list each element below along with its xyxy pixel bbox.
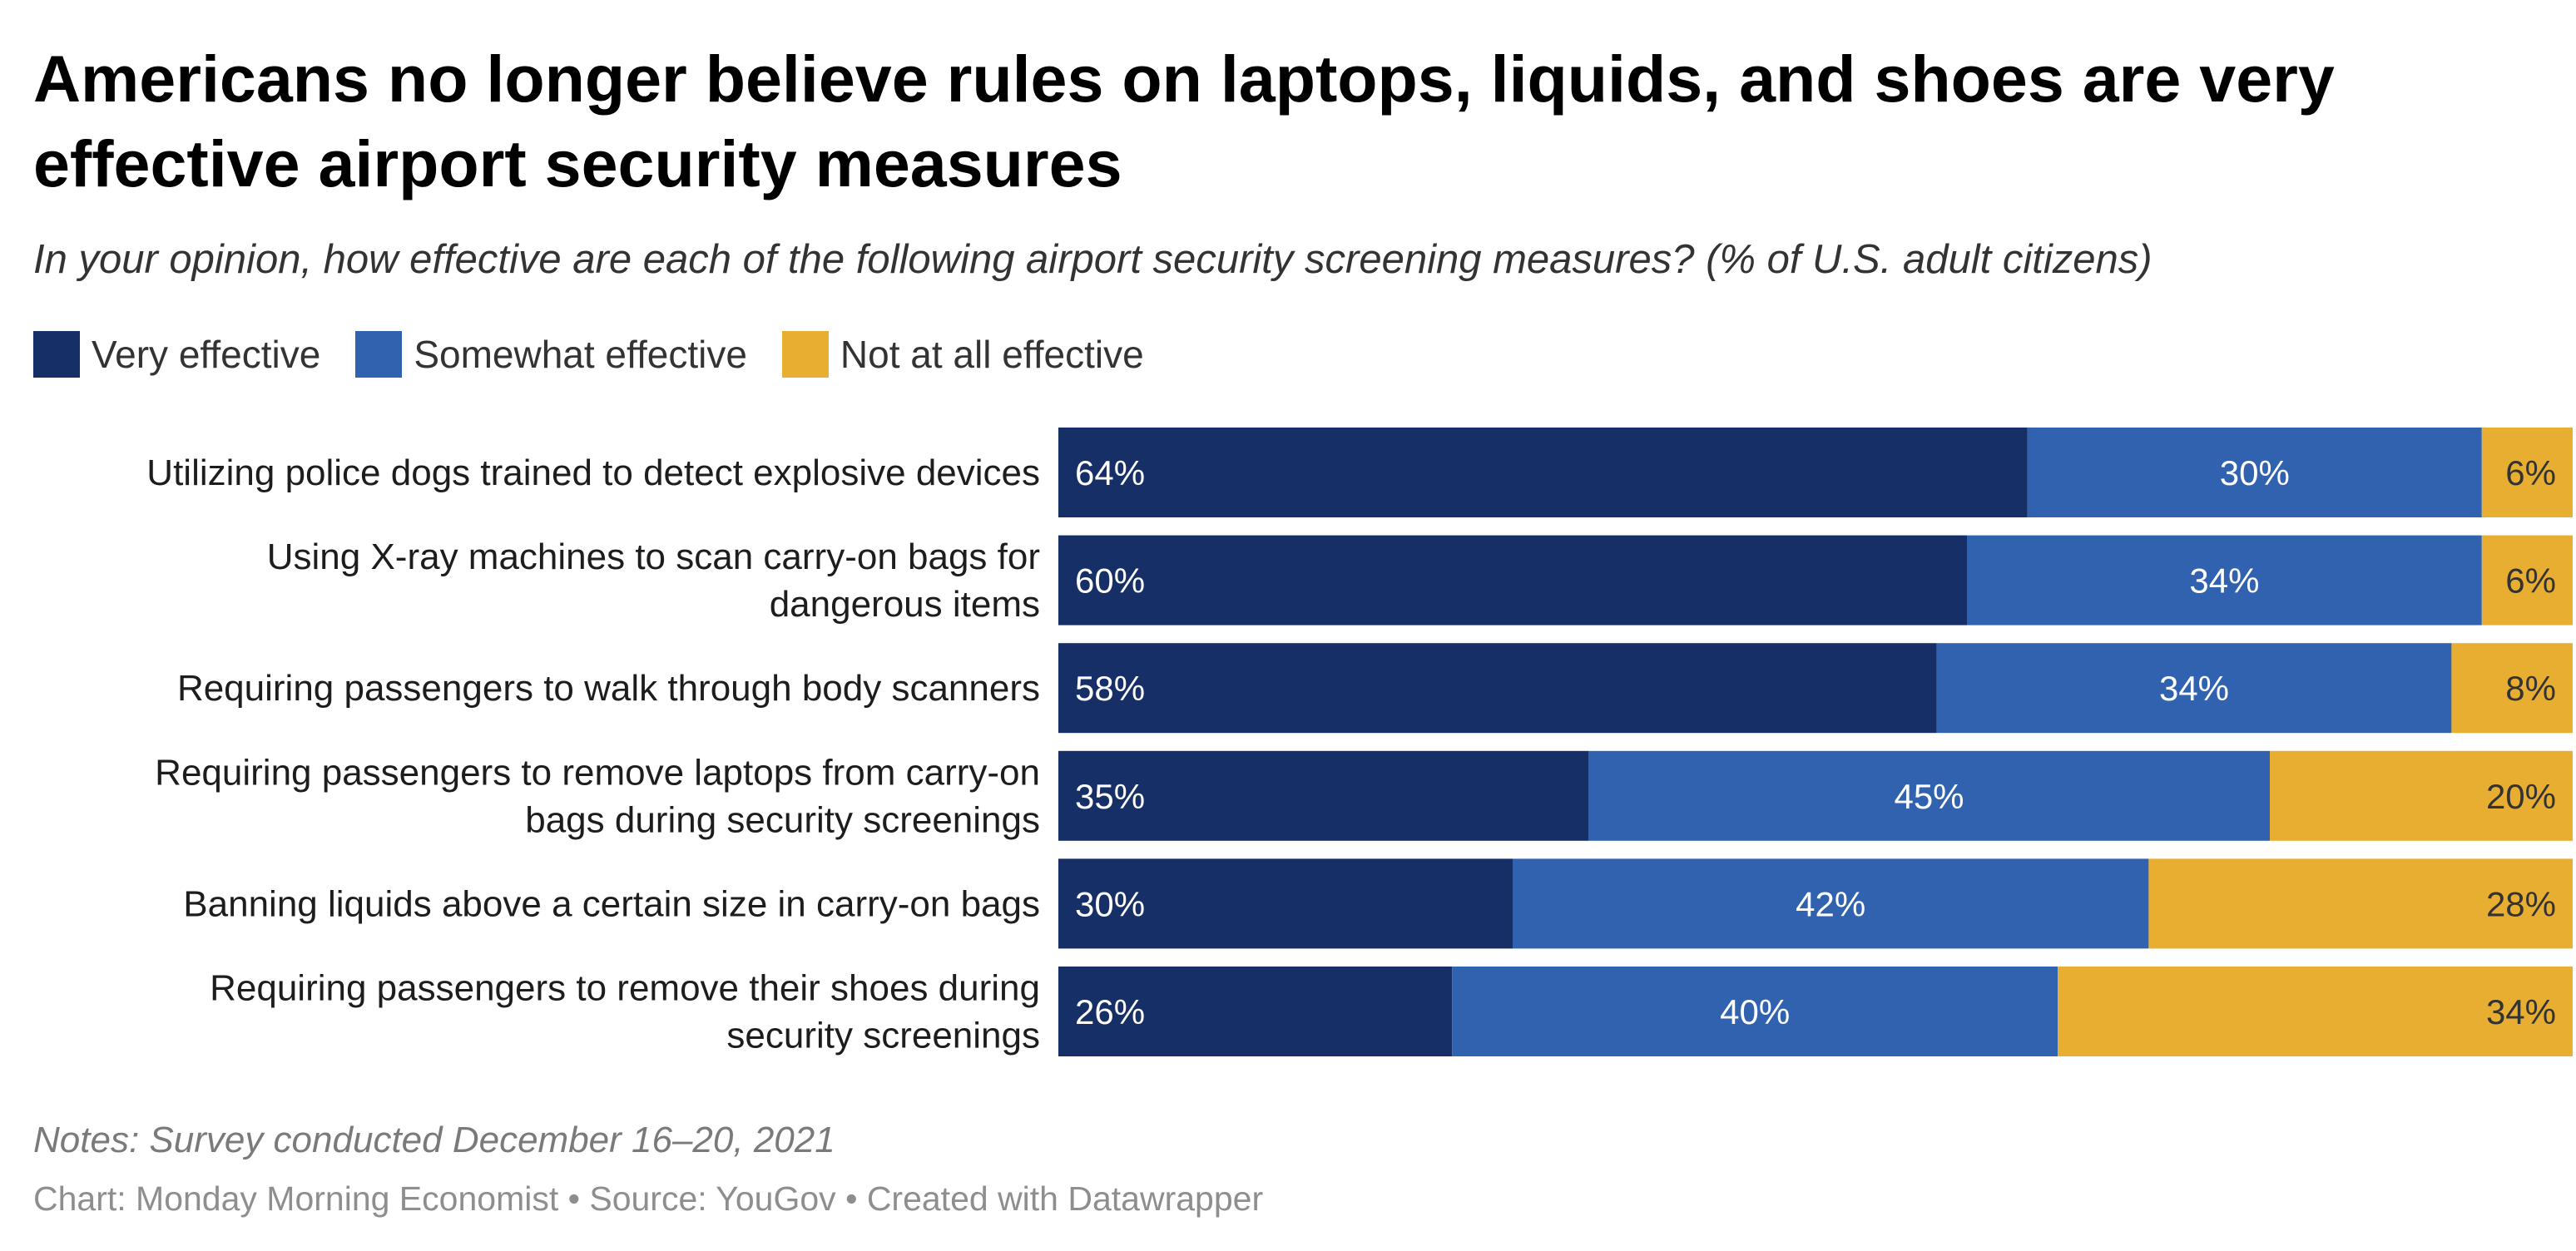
bar-segment-very-effective bbox=[1058, 643, 1937, 734]
chart-credit: Chart: Monday Morning Economist • Source… bbox=[33, 1179, 1264, 1218]
data-label-not-at-all-effective: 8% bbox=[2505, 669, 2556, 708]
data-label-very-effective: 58% bbox=[1075, 669, 1145, 708]
data-label-somewhat-effective: 45% bbox=[1894, 777, 1964, 816]
data-label-very-effective: 60% bbox=[1075, 561, 1145, 601]
bar-segment-somewhat-effective bbox=[2027, 428, 2482, 517]
data-label-somewhat-effective: 30% bbox=[2220, 453, 2290, 492]
data-label-somewhat-effective: 34% bbox=[2189, 561, 2259, 601]
bar-segment-somewhat-effective bbox=[1967, 535, 2482, 626]
data-label-very-effective: 64% bbox=[1075, 453, 1145, 492]
data-label-very-effective: 30% bbox=[1075, 884, 1145, 923]
data-label-not-at-all-effective: 20% bbox=[2486, 777, 2556, 816]
chart-title: Americans no longer believe rules on lap… bbox=[33, 42, 2335, 200]
bar-segment-very-effective bbox=[1058, 858, 1513, 949]
category-label: Utilizing police dogs trained to detect … bbox=[146, 452, 1040, 493]
data-label-somewhat-effective: 40% bbox=[1720, 992, 1790, 1031]
legend-swatch-somewhat-effective bbox=[355, 331, 403, 378]
bar-segment-not-at-all-effective bbox=[2451, 643, 2573, 734]
bar-segment-very-effective bbox=[1058, 535, 1967, 626]
legend-item-not-at-all-effective: Not at all effective bbox=[781, 331, 1144, 378]
data-label-somewhat-effective: 34% bbox=[2159, 669, 2229, 708]
bar-segment-somewhat-effective bbox=[1452, 967, 2058, 1056]
bar-segment-somewhat-effective bbox=[1588, 750, 2270, 841]
data-label-not-at-all-effective: 28% bbox=[2486, 884, 2556, 923]
legend-label-somewhat-effective: Somewhat effective bbox=[414, 333, 747, 376]
bar-segment-not-at-all-effective bbox=[2481, 428, 2573, 517]
category-label: Requiring passengers to remove their sho… bbox=[210, 968, 1040, 1056]
bar-segment-somewhat-effective bbox=[1936, 643, 2452, 734]
category-label: Requiring passengers to walk through bod… bbox=[177, 668, 1040, 709]
bar-segment-very-effective bbox=[1058, 967, 1453, 1056]
chart-subtitle: In your opinion, how effective are each … bbox=[33, 237, 2152, 282]
category-label: Requiring passengers to remove laptops f… bbox=[155, 752, 1040, 840]
legend-item-very-effective: Very effective bbox=[33, 331, 320, 378]
data-label-very-effective: 35% bbox=[1075, 777, 1145, 816]
data-label-very-effective: 26% bbox=[1075, 992, 1145, 1031]
data-label-not-at-all-effective: 6% bbox=[2505, 561, 2556, 601]
data-label-somewhat-effective: 42% bbox=[1796, 884, 1865, 923]
data-label-not-at-all-effective: 34% bbox=[2486, 992, 2556, 1031]
legend: Very effective Somewhat effective Not at… bbox=[33, 329, 1179, 379]
bar-segment-very-effective bbox=[1058, 750, 1588, 841]
data-label-not-at-all-effective: 6% bbox=[2505, 453, 2556, 492]
bar-segment-not-at-all-effective bbox=[2148, 858, 2573, 949]
bar-segment-somewhat-effective bbox=[1513, 858, 2149, 949]
legend-item-somewhat-effective: Somewhat effective bbox=[355, 331, 747, 378]
bar-segment-very-effective bbox=[1058, 428, 2028, 517]
category-label: Banning liquids above a certain size in … bbox=[183, 883, 1040, 924]
legend-swatch-not-at-all-effective bbox=[781, 331, 829, 378]
chart-notes: Notes: Survey conducted December 16–20, … bbox=[33, 1120, 835, 1160]
legend-label-very-effective: Very effective bbox=[92, 333, 321, 376]
category-label: Using X-ray machines to scan carry-on ba… bbox=[267, 536, 1040, 625]
legend-swatch-very-effective bbox=[33, 331, 80, 378]
bar-segment-not-at-all-effective bbox=[2058, 967, 2573, 1056]
bar-segment-not-at-all-effective bbox=[2270, 750, 2573, 841]
legend-label-not-at-all-effective: Not at all effective bbox=[840, 333, 1144, 376]
bar-segment-not-at-all-effective bbox=[2481, 535, 2573, 626]
